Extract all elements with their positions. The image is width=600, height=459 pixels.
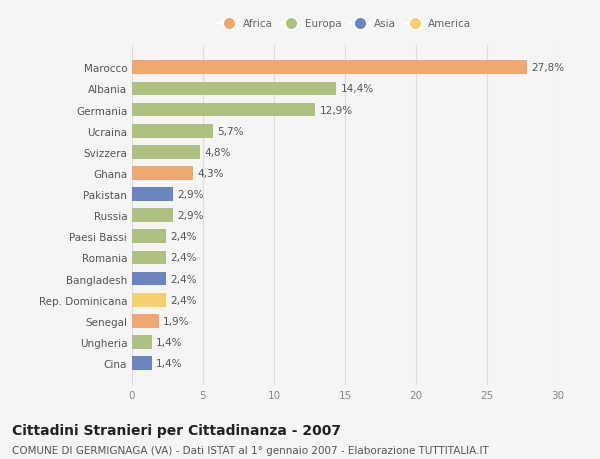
Text: 1,4%: 1,4%: [156, 337, 182, 347]
Bar: [132, 124, 213, 138]
Text: 2,9%: 2,9%: [178, 190, 204, 200]
Bar: [132, 188, 173, 202]
Bar: [132, 62, 527, 75]
Text: 27,8%: 27,8%: [531, 63, 564, 73]
Text: 2,9%: 2,9%: [178, 211, 204, 221]
Bar: [132, 336, 152, 349]
Bar: [132, 357, 152, 370]
Legend: Africa, Europa, Asia, America: Africa, Europa, Asia, America: [217, 17, 473, 31]
Text: 12,9%: 12,9%: [319, 106, 353, 115]
Bar: [132, 293, 166, 307]
Bar: [132, 314, 159, 328]
Bar: [132, 209, 173, 223]
Text: Cittadini Stranieri per Cittadinanza - 2007: Cittadini Stranieri per Cittadinanza - 2…: [12, 423, 341, 437]
Text: 14,4%: 14,4%: [341, 84, 374, 94]
Bar: [132, 251, 166, 265]
Bar: [132, 103, 315, 117]
Text: 4,8%: 4,8%: [205, 147, 231, 157]
Bar: [132, 167, 193, 180]
Bar: [132, 272, 166, 286]
Bar: [132, 83, 337, 96]
Text: 1,9%: 1,9%: [163, 316, 190, 326]
Text: 2,4%: 2,4%: [170, 295, 197, 305]
Text: 2,4%: 2,4%: [170, 232, 197, 242]
Bar: [132, 230, 166, 244]
Bar: [132, 146, 200, 159]
Text: 2,4%: 2,4%: [170, 274, 197, 284]
Text: 4,3%: 4,3%: [197, 168, 224, 179]
Text: 2,4%: 2,4%: [170, 253, 197, 263]
Text: COMUNE DI GERMIGNAGA (VA) - Dati ISTAT al 1° gennaio 2007 - Elaborazione TUTTITA: COMUNE DI GERMIGNAGA (VA) - Dati ISTAT a…: [12, 446, 489, 455]
Text: 5,7%: 5,7%: [217, 126, 244, 136]
Text: 1,4%: 1,4%: [156, 358, 182, 368]
